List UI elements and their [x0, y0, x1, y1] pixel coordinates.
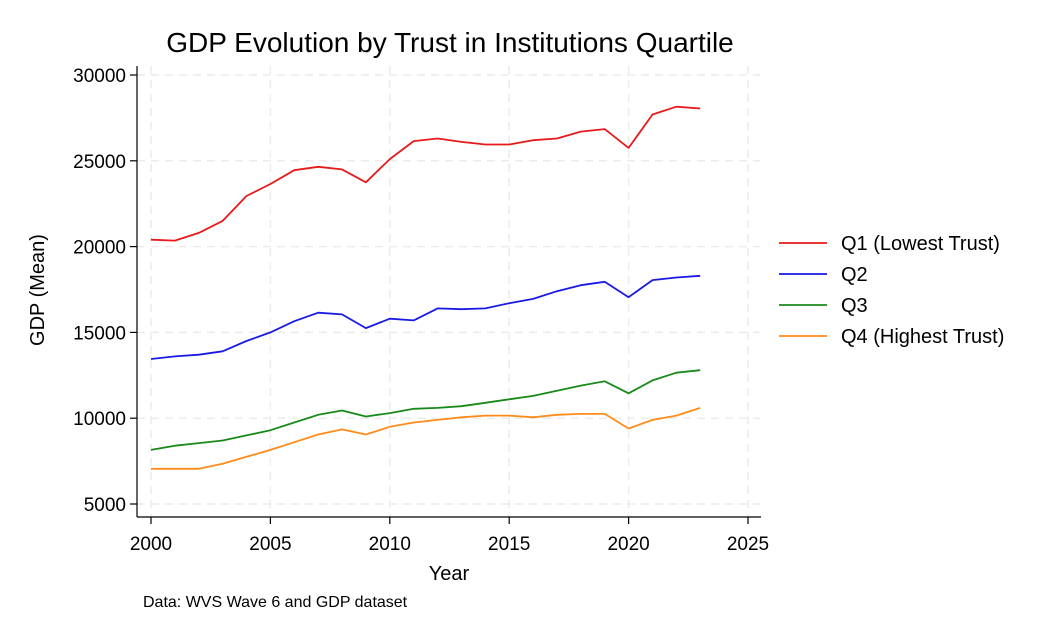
- y-tick-label: 30000: [73, 66, 126, 87]
- x-tick-label: 2015: [488, 534, 530, 555]
- legend-item-q3: Q3: [779, 295, 868, 317]
- chart-title: GDP Evolution by Trust in Institutions Q…: [166, 27, 734, 58]
- x-tick-label: 2005: [249, 534, 291, 555]
- x-tick-label: 2000: [130, 534, 172, 555]
- series-line-q1: [150, 105, 701, 242]
- x-tick-label: 2010: [369, 534, 411, 555]
- grid-lines: [137, 66, 760, 517]
- legend-item-q1: Q1 (Lowest Trust): [779, 233, 1000, 255]
- y-tick-label: 15000: [73, 323, 126, 344]
- y-tick-label: 5000: [84, 495, 126, 516]
- legend: Q1 (Lowest Trust) Q2 Q3 Q4 (Highest Trust): [779, 233, 1004, 348]
- series-line-q2: [150, 274, 701, 360]
- legend-label: Q4 (Highest Trust): [841, 326, 1004, 348]
- legend-label: Q2: [841, 264, 868, 286]
- y-tick-label: 20000: [73, 238, 126, 259]
- series-line-q3: [150, 369, 701, 451]
- legend-label: Q3: [841, 295, 868, 317]
- legend-label: Q1 (Lowest Trust): [841, 233, 1000, 255]
- legend-item-q4: Q4 (Highest Trust): [779, 326, 1004, 348]
- y-axis-title: GDP (Mean): [27, 234, 49, 346]
- x-tick-label: 2020: [607, 534, 649, 555]
- source-note: Data: WVS Wave 6 and GDP dataset: [143, 594, 408, 611]
- axes: 5000 10000 15000 20000 25000 30000 2000 2005 201…: [73, 66, 769, 555]
- x-axis-title: Year: [429, 563, 470, 585]
- y-tick-label: 10000: [73, 409, 126, 430]
- legend-item-q2: Q2: [779, 264, 868, 286]
- x-tick-label: 2025: [727, 534, 769, 555]
- series-line-q4: [151, 407, 701, 470]
- y-tick-label: 25000: [73, 152, 126, 173]
- series-lines: [150, 105, 701, 470]
